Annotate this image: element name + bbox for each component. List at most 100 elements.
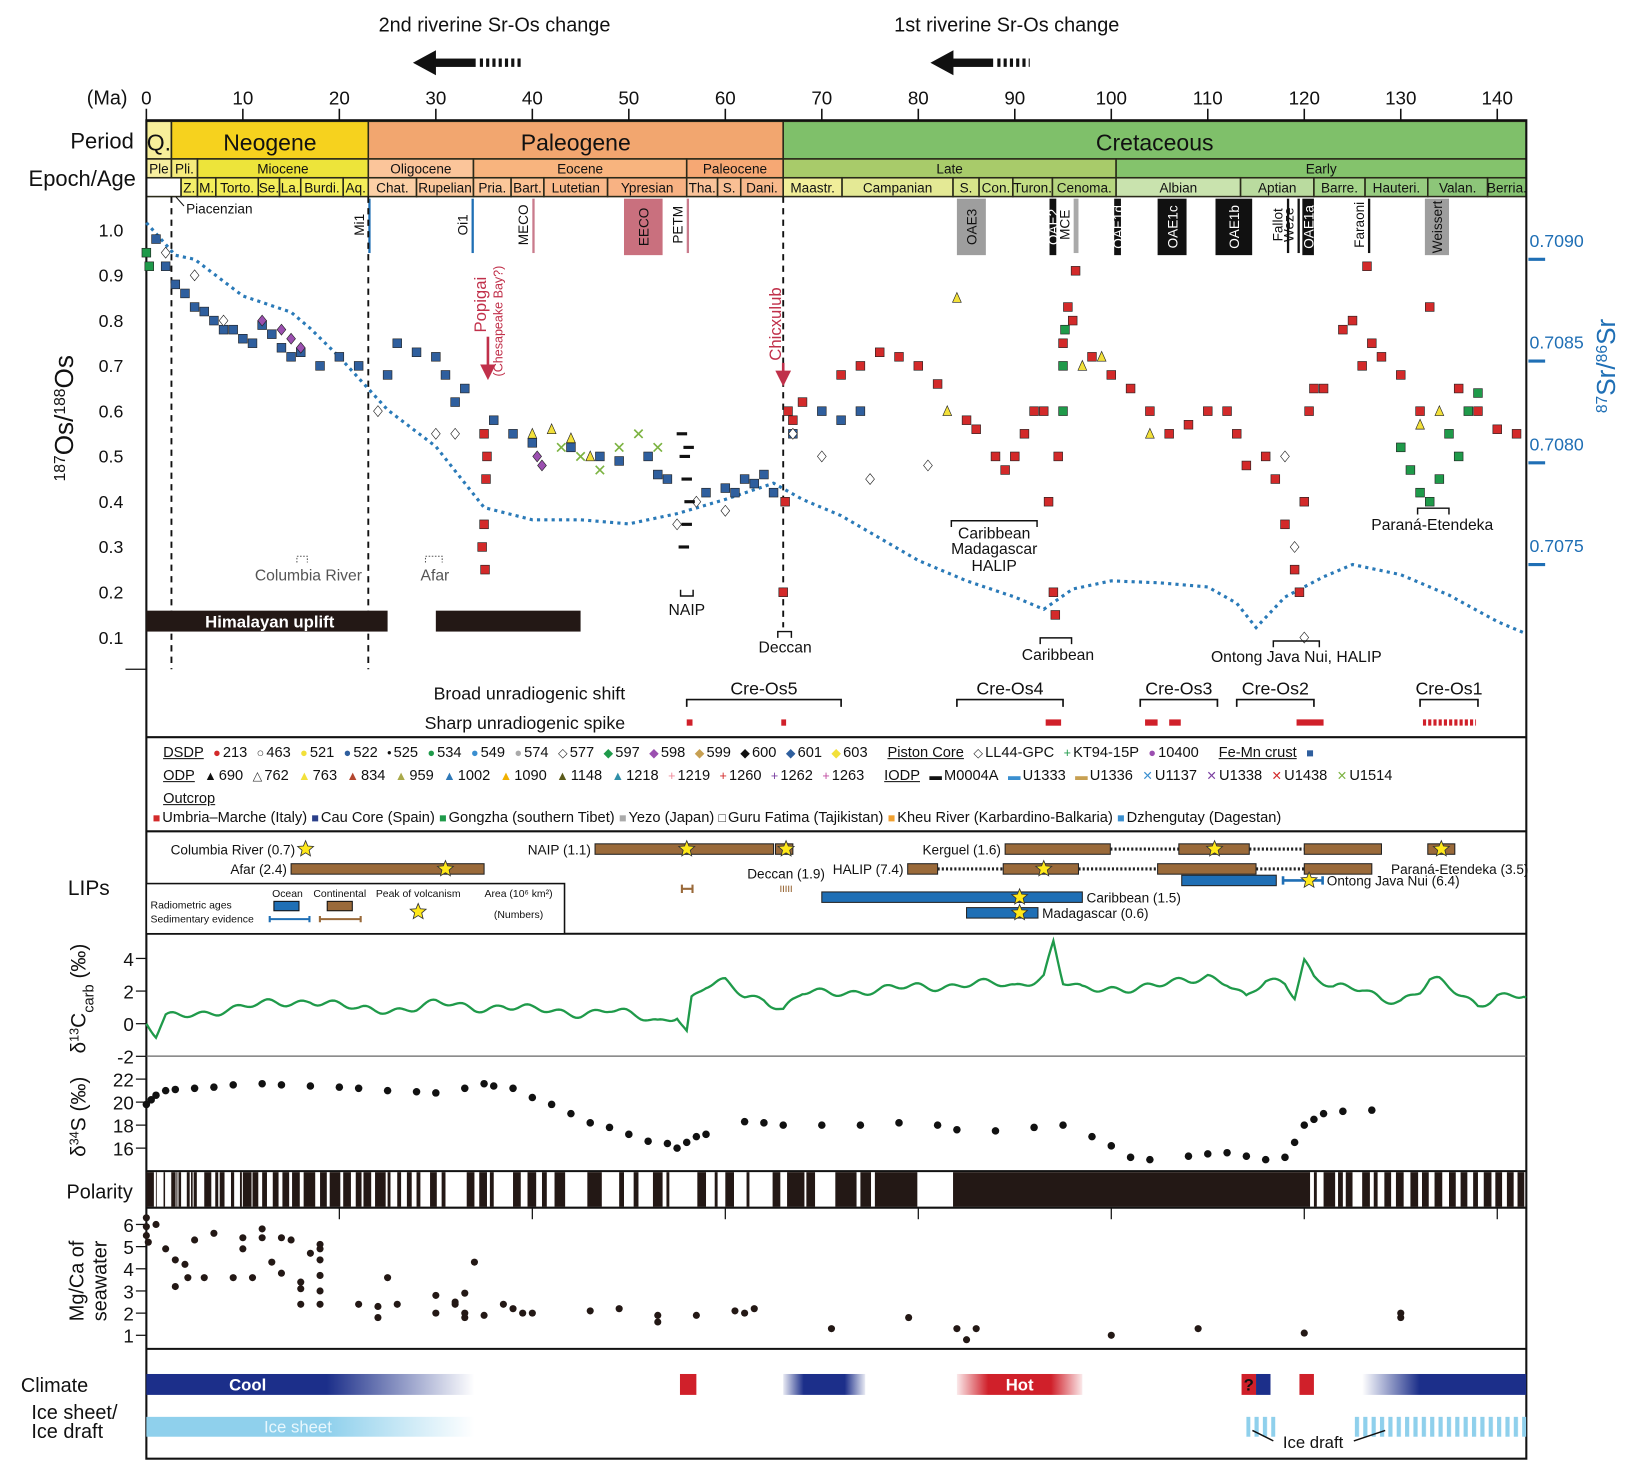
ages-label: Albian [1159, 180, 1197, 195]
os-data-point [431, 352, 441, 362]
d34s-data-point [895, 1119, 903, 1127]
polarity-normal-chron [1345, 1172, 1353, 1207]
sr-y-tick-label: 0.7090 [1529, 231, 1583, 251]
event-label: OAE2 [1046, 209, 1061, 245]
figure-frame [145, 119, 1528, 1460]
polarity-normal-chron [320, 1172, 327, 1207]
os-data-point [373, 405, 383, 418]
ages-label: Aptian [1258, 180, 1297, 195]
event-bar-petm [686, 198, 690, 254]
mgca-data-point [142, 1231, 150, 1240]
legend-entry-label: 534 [437, 743, 462, 761]
ages-label: La. [281, 180, 300, 195]
mgca-data-point [239, 1245, 247, 1253]
legend-row: DSDP ● 213 ○ 463 ● 521 ● 522 • 525 ● 534 ● 549 ● 574 ◇ 577… [153, 740, 1316, 763]
os-data-point [1473, 388, 1483, 398]
legend-entry: ■ Gongzha (southern Tibet) [439, 808, 615, 825]
x-tick-label: 40 [522, 88, 543, 109]
os-data-point [170, 279, 181, 290]
ice-sheet-bar [146, 1416, 475, 1437]
legend-marker-icon: + [822, 768, 830, 784]
mgca-data-point [499, 1300, 507, 1308]
os-data-point [817, 450, 827, 463]
peak-volcanism-star [677, 839, 696, 857]
d34s-data-point [1310, 1115, 1318, 1124]
os-data-point [679, 454, 691, 458]
polarity-normal-chron [554, 1172, 566, 1207]
os-data-point [971, 424, 981, 434]
legend-marker-icon: ▬ [929, 768, 942, 784]
legend-entry-label: 574 [524, 743, 549, 761]
legend-entry-label: 522 [353, 743, 378, 761]
os-data-point [1029, 406, 1039, 416]
polarity-normal-chron [1384, 1172, 1392, 1207]
climate-segment [1299, 1373, 1314, 1395]
legend-marker-icon: + [770, 768, 779, 784]
os-data-point [865, 473, 875, 486]
climate-segment-label: ? [1244, 1376, 1254, 1395]
os-data-point [1347, 315, 1358, 326]
ages-label: Burdi. [304, 180, 339, 195]
ages-label: Se. [259, 180, 279, 195]
legend-entry-label: 213 [222, 743, 248, 761]
ages-label: Bart. [513, 180, 542, 195]
event-bar-oi1 [471, 198, 474, 254]
lip-label-caribbean-2: Caribbean [1022, 647, 1094, 664]
mgca-data-point [171, 1256, 179, 1264]
polarity-normal-chron [1460, 1172, 1468, 1207]
legend-marker-icon: ● [343, 745, 352, 761]
legend-marker-icon: △ [252, 768, 263, 784]
mgca-data-point [258, 1234, 266, 1242]
os-data-point [508, 429, 518, 439]
legend-entry-label: 959 [409, 766, 434, 784]
os-data-point [1415, 487, 1425, 498]
cross-stroke [575, 451, 586, 462]
mgca-data-point [355, 1300, 363, 1308]
os-data-point [566, 442, 576, 453]
legend-entry-label: 603 [843, 743, 868, 761]
os-y-axis-label-part: 187 [52, 455, 69, 481]
x-tick-label: 110 [1193, 88, 1223, 109]
os-data-point [315, 361, 325, 371]
d34s-data-point [480, 1079, 488, 1088]
os-data-point [1000, 465, 1010, 475]
legend-ocean-swatch [273, 900, 300, 912]
legend-entry: +1262 [771, 766, 813, 783]
d34s-data-point [1339, 1107, 1347, 1116]
lip-label-naip: NAIP [669, 602, 706, 619]
event-label: Oi1 [455, 214, 470, 235]
polarity-normal-chron [163, 1172, 166, 1207]
legend-entry: ▲ 1148 [556, 766, 602, 783]
cre-os-label: Cre-Os5 [730, 678, 797, 698]
cross-stroke [633, 429, 644, 439]
event-label: OAE1c [1165, 205, 1180, 248]
legend-entry: ▲ 1218 [612, 766, 659, 783]
event-bar-mi1 [368, 198, 371, 254]
mgca-data-point [586, 1307, 594, 1315]
legend-marker-icon: ▲ [204, 768, 217, 784]
legend-entry: ✕ U1137 [1142, 766, 1197, 783]
legend-entry: + KT94-15P [1064, 743, 1139, 760]
lip-label-parana-etendeka: Paraná-Etendeka [1371, 517, 1493, 534]
legend-entry-label: 10400 [1158, 743, 1199, 761]
legend-entry: ● 213 [213, 743, 247, 760]
os-y-tick-label: 0.1 [99, 628, 124, 648]
polarity-normal-chron [860, 1172, 872, 1207]
os-data-point [701, 487, 711, 498]
mgca-data-point [316, 1271, 324, 1279]
polarity-normal-chron [416, 1172, 421, 1207]
os-data-point [1396, 442, 1406, 453]
os-data-point [1396, 370, 1406, 380]
x-tick-label: 80 [908, 88, 929, 109]
legend-marker-icon: ■ [1117, 810, 1125, 826]
d34s-data-point [412, 1087, 421, 1096]
os-data-point [1260, 451, 1271, 462]
peak-volcanism-star [436, 859, 455, 877]
lip-item: Madagascar (0.6) [966, 903, 1149, 921]
ice-draft-bar [1352, 1416, 1527, 1437]
os-data-point [334, 352, 345, 362]
mgca-data-point [1107, 1331, 1115, 1339]
d34s-data-point [625, 1130, 633, 1139]
legend-entry-label: 600 [752, 743, 777, 761]
